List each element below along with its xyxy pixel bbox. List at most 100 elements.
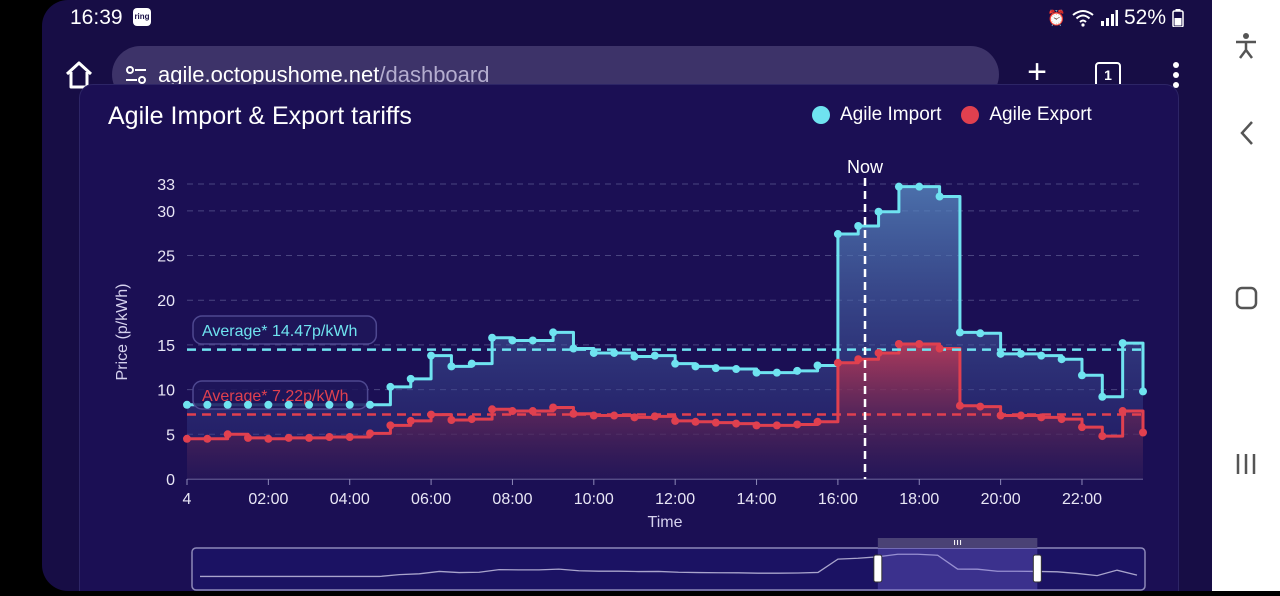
data-point-export bbox=[833, 358, 842, 367]
data-point-export bbox=[935, 344, 944, 353]
data-point-export bbox=[874, 348, 883, 357]
phone-frame: 16:39 ring ⏰ 52% bbox=[42, 0, 1212, 591]
data-point-import bbox=[833, 230, 842, 239]
new-tab-plus-icon[interactable]: + bbox=[1027, 53, 1047, 91]
data-point-import bbox=[488, 333, 497, 342]
y-tick-label: 30 bbox=[157, 204, 175, 221]
data-point-import bbox=[305, 400, 314, 409]
navigator-selection bbox=[877, 548, 1038, 590]
now-label: Now bbox=[847, 157, 884, 177]
x-tick-label: 06:00 bbox=[411, 491, 451, 508]
data-point-export bbox=[955, 401, 964, 410]
data-point-import bbox=[752, 368, 761, 377]
x-tick-label: 12:00 bbox=[655, 491, 695, 508]
navigator-handle-left bbox=[873, 554, 883, 583]
data-point-export bbox=[854, 355, 863, 364]
data-point-export bbox=[223, 430, 232, 439]
legend-item-import[interactable]: Agile Import bbox=[812, 104, 941, 126]
home-nav-icon[interactable] bbox=[1235, 286, 1258, 310]
data-point-import bbox=[793, 366, 802, 375]
data-point-export bbox=[488, 405, 497, 414]
navigator-frame bbox=[191, 547, 1146, 591]
x-tick-label: 04:00 bbox=[330, 491, 370, 508]
data-point-import bbox=[1118, 339, 1127, 348]
data-point-export bbox=[569, 409, 578, 418]
data-point-export bbox=[1118, 407, 1127, 416]
data-point-export bbox=[1037, 413, 1046, 422]
y-tick-label: 5 bbox=[166, 427, 175, 444]
chart-points bbox=[183, 182, 1147, 443]
back-icon[interactable] bbox=[1240, 121, 1253, 145]
data-point-export bbox=[711, 418, 720, 427]
chart-areas bbox=[187, 186, 1143, 479]
data-point-export bbox=[996, 411, 1005, 420]
range-navigator[interactable] bbox=[191, 538, 1146, 591]
data-point-export bbox=[203, 434, 212, 443]
status-bar: 16:39 ring ⏰ 52% bbox=[42, 0, 1212, 36]
x-tick-label: 14:00 bbox=[737, 491, 777, 508]
data-point-import bbox=[427, 351, 436, 360]
data-point-export bbox=[650, 412, 659, 421]
signal-icon bbox=[1100, 10, 1118, 26]
data-point-import bbox=[976, 329, 985, 338]
status-time: 16:39 bbox=[70, 6, 123, 29]
chart-legend: Agile Import Agile Export bbox=[812, 104, 1100, 126]
data-point-import bbox=[345, 400, 354, 409]
accessibility-icon[interactable] bbox=[1236, 33, 1256, 59]
y-tick-label: 15 bbox=[157, 338, 175, 355]
x-tick-label: 4 bbox=[183, 491, 192, 508]
x-tick-label: 18:00 bbox=[899, 491, 939, 508]
data-point-import bbox=[732, 365, 741, 374]
area-export bbox=[187, 344, 1143, 479]
data-point-export bbox=[915, 340, 924, 349]
average-label-import: Average* 14.47p/kWh bbox=[202, 323, 357, 340]
data-point-export bbox=[813, 417, 822, 426]
data-point-export bbox=[264, 434, 273, 443]
site-settings-icon[interactable] bbox=[124, 63, 148, 87]
battery-percent: 52% bbox=[1123, 6, 1166, 29]
data-point-import bbox=[894, 182, 903, 191]
more-menu-icon[interactable] bbox=[1172, 61, 1180, 89]
data-point-export bbox=[589, 411, 598, 420]
x-tick-label: 22:00 bbox=[1062, 491, 1102, 508]
data-point-import bbox=[772, 368, 781, 377]
y-axis-ticks: 0 5 10 15 20 25 30 33 bbox=[157, 177, 175, 489]
navigator-handle-right bbox=[1032, 554, 1042, 583]
recent-apps-icon[interactable] bbox=[1236, 454, 1256, 474]
data-point-import bbox=[183, 400, 191, 409]
data-point-import bbox=[244, 400, 253, 409]
data-point-export bbox=[671, 416, 680, 425]
data-point-import bbox=[1139, 387, 1147, 396]
data-point-export bbox=[1057, 415, 1066, 424]
legend-label-import: Agile Import bbox=[840, 104, 942, 125]
data-point-export bbox=[528, 407, 537, 416]
browser-screen: 16:39 ring ⏰ 52% bbox=[42, 0, 1212, 591]
url-text[interactable]: agile.octopushome.net/dashboard bbox=[158, 62, 489, 88]
data-point-import bbox=[447, 362, 456, 371]
status-icons: ⏰ 52% bbox=[1047, 6, 1184, 30]
y-tick-label: 10 bbox=[157, 383, 175, 400]
legend-item-export[interactable]: Agile Export bbox=[961, 104, 1092, 126]
data-point-export bbox=[793, 420, 802, 429]
data-point-import bbox=[528, 336, 537, 345]
data-point-import bbox=[996, 349, 1005, 358]
wifi-icon bbox=[1072, 10, 1094, 27]
data-point-import bbox=[325, 400, 334, 409]
data-point-import bbox=[1057, 355, 1066, 364]
data-point-import bbox=[406, 374, 415, 383]
y-axis-label: Price (p/kWh) bbox=[114, 284, 131, 381]
data-point-export bbox=[1098, 432, 1107, 441]
y-tick-label: 33 bbox=[157, 177, 175, 194]
data-point-export bbox=[345, 432, 354, 441]
home-icon[interactable] bbox=[64, 60, 94, 90]
data-point-export bbox=[244, 433, 253, 442]
data-point-import bbox=[467, 359, 476, 368]
data-point-import bbox=[508, 336, 517, 345]
data-point-import bbox=[650, 351, 659, 360]
x-tick-label: 20:00 bbox=[981, 491, 1021, 508]
data-point-import bbox=[589, 348, 598, 357]
data-point-export bbox=[691, 417, 700, 426]
x-tick-label: 10:00 bbox=[574, 491, 614, 508]
dashboard-content: Average* 14.47p/kWh Average* 7.22p/kWh No… bbox=[42, 84, 1212, 591]
data-point-export bbox=[467, 415, 476, 424]
